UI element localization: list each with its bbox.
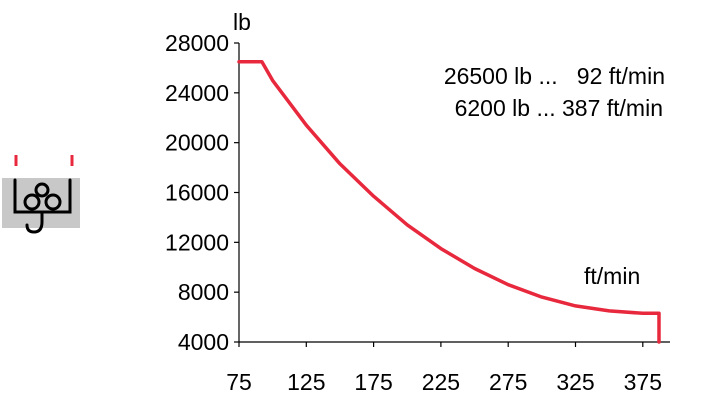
x-tick-label: 225 bbox=[422, 369, 460, 395]
annotation-min-load: 6200 lb ... 387 ft/min bbox=[455, 95, 663, 121]
x-tick-label: 75 bbox=[226, 369, 252, 395]
x-axis-ticks: 75 125 175 225 275 325 375 bbox=[226, 342, 662, 395]
x-tick-label: 125 bbox=[287, 369, 325, 395]
y-tick-label: 16000 bbox=[165, 180, 229, 206]
x-tick-label: 275 bbox=[489, 369, 527, 395]
x-tick-label: 325 bbox=[556, 369, 594, 395]
annotations: 26500 lb ... 92 ft/min 6200 lb ... 387 f… bbox=[444, 63, 665, 121]
x-tick-label: 375 bbox=[624, 369, 662, 395]
y-tick-label: 8000 bbox=[178, 279, 229, 305]
y-tick-label: 24000 bbox=[165, 80, 229, 106]
load-speed-curve bbox=[237, 59, 661, 344]
hoist-icon bbox=[2, 155, 80, 234]
data-series bbox=[237, 59, 661, 344]
hoist-icon-drawing bbox=[13, 178, 72, 234]
y-axis-ticks: 4000 8000 12000 16000 20000 24000 28000 bbox=[165, 30, 239, 355]
y-tick-label: 28000 bbox=[165, 30, 229, 56]
x-tick-label: 175 bbox=[354, 369, 392, 395]
y-axis-unit-label: lb bbox=[233, 9, 251, 35]
x-axis-unit-label: ft/min bbox=[584, 263, 640, 289]
y-tick-label: 12000 bbox=[165, 229, 229, 255]
y-tick-label: 20000 bbox=[165, 130, 229, 156]
annotation-max-load: 26500 lb ... 92 ft/min bbox=[444, 63, 665, 89]
y-tick-label: 4000 bbox=[178, 329, 229, 355]
